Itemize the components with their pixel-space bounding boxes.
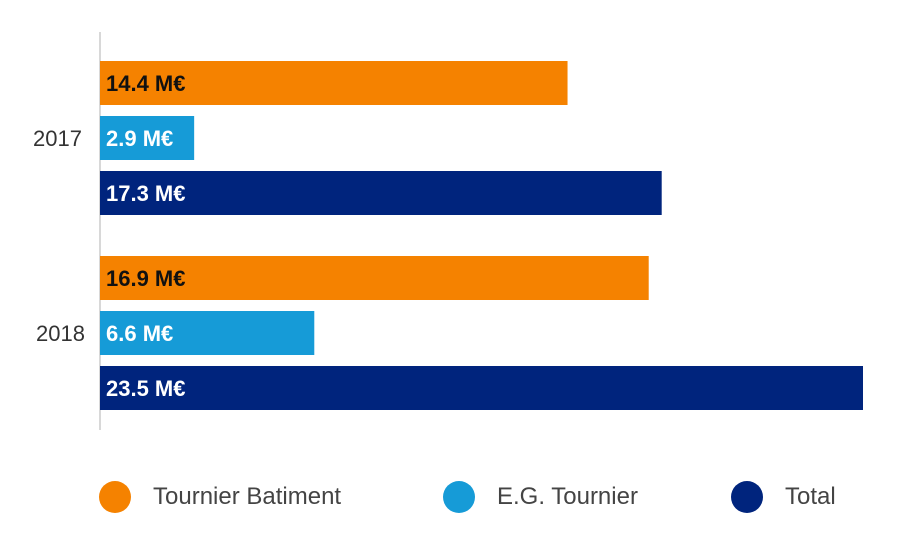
bar-label-tournier-batiment-2018: 16.9 M€ bbox=[106, 266, 186, 291]
bar-e-g-tournier-2017 bbox=[100, 116, 195, 160]
bars-group: 14.4 M€ 2.9 M€ 17.3 M€ 16.9 M€ 6.6 M€ 23.5 M€ bbox=[100, 61, 863, 410]
legend-label-eg-tournier: E.G. Tournier bbox=[497, 483, 638, 510]
bar-total-2017 bbox=[100, 171, 662, 215]
bar-label-e-g-tournier-2018: 6.6 M€ bbox=[106, 321, 173, 346]
bar-label-tournier-batiment-2017: 14.4 M€ bbox=[106, 71, 186, 96]
legend-item-tournier-batiment: Tournier Batiment bbox=[99, 472, 341, 522]
legend-dot-eg-tournier bbox=[443, 481, 475, 513]
legend-dot-tournier-batiment bbox=[99, 481, 131, 513]
bar-tournier-batiment-2018 bbox=[100, 256, 649, 300]
bar-total-2018 bbox=[100, 366, 863, 410]
legend-item-total: Total bbox=[731, 472, 836, 522]
bar-tournier-batiment-2017 bbox=[100, 61, 568, 105]
bar-label-total-2017: 17.3 M€ bbox=[106, 181, 186, 206]
bar-label-e-g-tournier-2017: 2.9 M€ bbox=[106, 126, 173, 151]
category-label-2017: 2017 bbox=[33, 126, 82, 151]
category-label-2018: 2018 bbox=[36, 321, 85, 346]
legend-label-tournier-batiment: Tournier Batiment bbox=[153, 483, 342, 510]
legend-item-eg-tournier: E.G. Tournier bbox=[443, 472, 638, 522]
bar-e-g-tournier-2018 bbox=[100, 311, 315, 355]
bar-label-total-2018: 23.5 M€ bbox=[106, 376, 186, 401]
legend-dot-total bbox=[731, 481, 763, 513]
legend: Tournier Batiment E.G. Tournier Total bbox=[0, 472, 902, 522]
legend-label-total: Total bbox=[785, 483, 836, 510]
